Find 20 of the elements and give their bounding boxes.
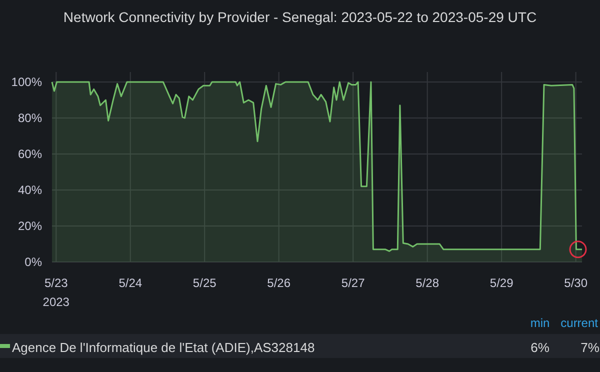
- y-tick-label: 60%: [18, 146, 42, 161]
- x-tick-label: 5/30: [564, 276, 588, 290]
- x-tick-label: 5/25: [192, 276, 217, 290]
- chart-title: Network Connectivity by Provider - Senegal: 2023-05-22 to 2023-05-29 UTC: [63, 9, 537, 25]
- legend-label: Agence De l'Informatique de l'Etat (ADIE),AS328148: [12, 340, 315, 355]
- text: 6%: [530, 340, 550, 355]
- y-tick-label: 40%: [18, 182, 42, 197]
- x-tick-label: 5/26: [267, 276, 291, 290]
- x-tick-label: 5/28: [416, 276, 440, 290]
- x-tick-label: 5/27: [341, 276, 366, 290]
- y-tick-label: 80%: [18, 110, 42, 125]
- x-tick-label: 5/24: [118, 276, 142, 290]
- x-tick-label: 5/23 2023: [42, 276, 70, 309]
- x-tick-label: 5/29: [490, 276, 514, 290]
- y-tick-label: 100%: [11, 74, 42, 89]
- y-tick-label: 20%: [18, 218, 42, 233]
- text: 7%: [580, 340, 600, 355]
- text: current: [560, 316, 599, 330]
- text: min: [530, 316, 550, 330]
- y-tick-label: 0%: [24, 254, 42, 269]
